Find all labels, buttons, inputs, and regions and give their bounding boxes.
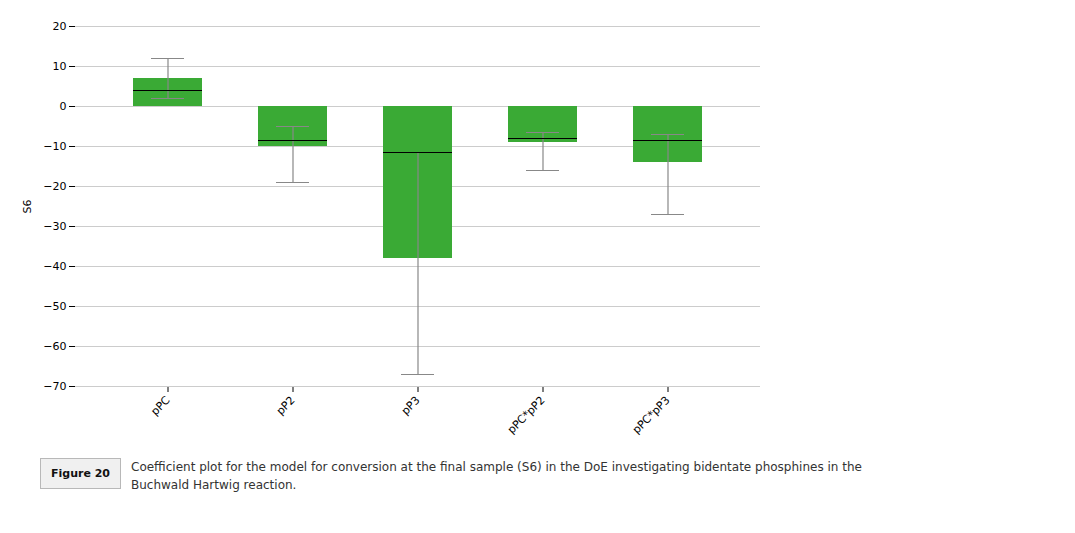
html-text:Buchwald Hartwig reaction.: Buchwald Hartwig reaction.: [131, 478, 297, 492]
svg-text:pPC*pP2: pPC*pP2: [505, 394, 548, 437]
svg-text:−50: −50: [43, 300, 66, 313]
svg-text:10: 10: [53, 60, 67, 73]
svg-text:20: 20: [53, 20, 67, 33]
html-text:Figure 20: Figure 20: [51, 467, 110, 480]
svg-text:−70: −70: [43, 380, 66, 393]
svg-text:pPC: pPC: [148, 394, 172, 418]
svg-text:pP3: pP3: [399, 394, 423, 418]
svg-text:pP2: pP2: [274, 394, 298, 418]
html-text:Coefficient plot for the model: Coefficient plot for the model for conve…: [131, 460, 862, 474]
svg-text:S6: S6: [21, 200, 34, 214]
svg-text:−20: −20: [43, 180, 66, 193]
svg-text:0: 0: [60, 100, 67, 113]
svg-text:pPC*pP3: pPC*pP3: [630, 394, 673, 437]
svg-text:−40: −40: [43, 260, 66, 273]
svg-text:−30: −30: [43, 220, 66, 233]
svg-text:−10: −10: [43, 140, 66, 153]
svg-text:−60: −60: [43, 340, 66, 353]
